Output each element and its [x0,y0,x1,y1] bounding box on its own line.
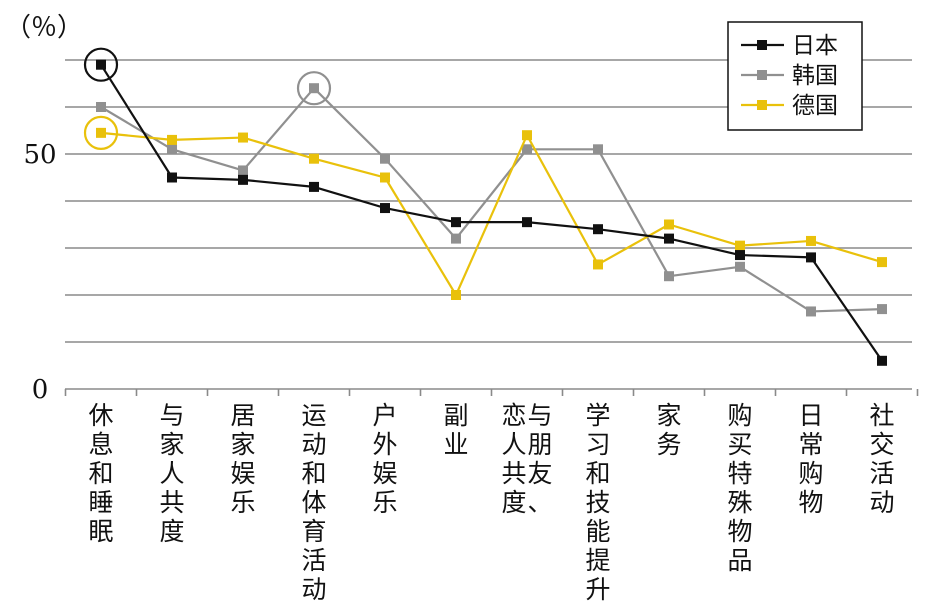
data-point-marker [522,217,532,228]
grid-lines [65,59,912,343]
data-point-marker [664,233,674,244]
x-category-label: 居家娱乐 [230,401,255,517]
data-point-marker [593,259,603,270]
series-lines [96,59,887,366]
data-point-marker [309,153,319,164]
data-point-marker [593,224,603,235]
x-category-label: 休息和睡眠 [88,401,113,546]
data-point-marker [735,261,745,272]
data-point-marker [96,59,106,70]
x-category-label: 日常购物 [798,401,823,517]
data-point-marker [238,165,248,176]
data-point-marker [806,252,816,263]
x-category-label: 学习和技能提升 [585,401,610,604]
legend-marker [757,70,767,80]
data-point-marker [806,306,816,317]
y-tick-label: 50 [23,140,56,170]
x-category-label: 户外娱乐 [372,401,397,517]
highlight-circle [83,115,119,150]
data-point-marker [167,144,177,155]
x-category-label: 家务 [656,401,681,459]
highlight-circle [296,71,332,106]
x-category-label: 与朋友、恋人共度 [501,401,552,517]
highlight-circle [83,47,119,82]
data-point-marker [877,304,887,315]
data-point-marker [451,217,461,228]
data-point-marker [167,134,177,145]
x-category-label: 购买特殊物品 [727,401,752,575]
legend-label: 德国 [792,93,838,119]
legend-marker [757,40,767,50]
x-category-label: 运动和体育活动 [301,401,326,604]
data-point-marker [167,172,177,183]
data-point-marker [451,290,461,300]
legend-label: 韩国 [792,63,838,89]
data-point-marker [380,153,390,164]
series-line-日本 [100,64,883,362]
data-point-marker [877,355,887,366]
data-point-marker [238,174,248,185]
data-point-marker [309,181,319,192]
legend-label: 日本 [792,33,838,59]
data-point-marker [735,240,745,251]
data-point-marker [806,235,816,246]
data-point-marker [380,172,390,183]
data-point-marker [451,233,461,244]
data-point-marker [735,250,745,261]
legend-marker [757,100,767,110]
x-category-label: 副业 [443,401,468,459]
data-point-marker [96,127,106,138]
data-point-marker [664,271,674,282]
y-axis-unit-label: （％） [5,13,83,43]
data-point-marker [877,257,887,268]
highlight-circles [83,47,332,150]
x-category-label: 社交活动 [869,401,894,517]
series-line-德国 [100,131,883,297]
x-category-label: 与家人共度 [159,401,184,546]
series-line-韩国 [100,87,883,313]
data-point-marker [664,219,674,230]
data-point-marker [380,203,390,214]
data-point-marker [96,102,106,112]
data-point-marker [522,130,532,141]
y-tick-label: 0 [32,375,49,405]
data-point-marker [238,132,248,143]
data-point-marker [522,144,532,155]
data-point-marker [593,144,603,155]
tick-labels: 0 50 （％） 休息和睡眠 与家人共度 居家娱乐 运动和体育活动 户外娱乐 副业与朋友、恋人共… [5,13,895,604]
axes [64,388,919,396]
data-point-marker [309,83,319,94]
